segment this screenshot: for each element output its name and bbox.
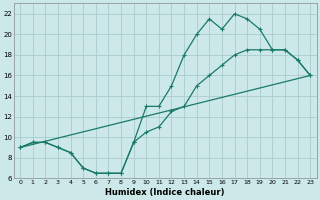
X-axis label: Humidex (Indice chaleur): Humidex (Indice chaleur) (106, 188, 225, 197)
